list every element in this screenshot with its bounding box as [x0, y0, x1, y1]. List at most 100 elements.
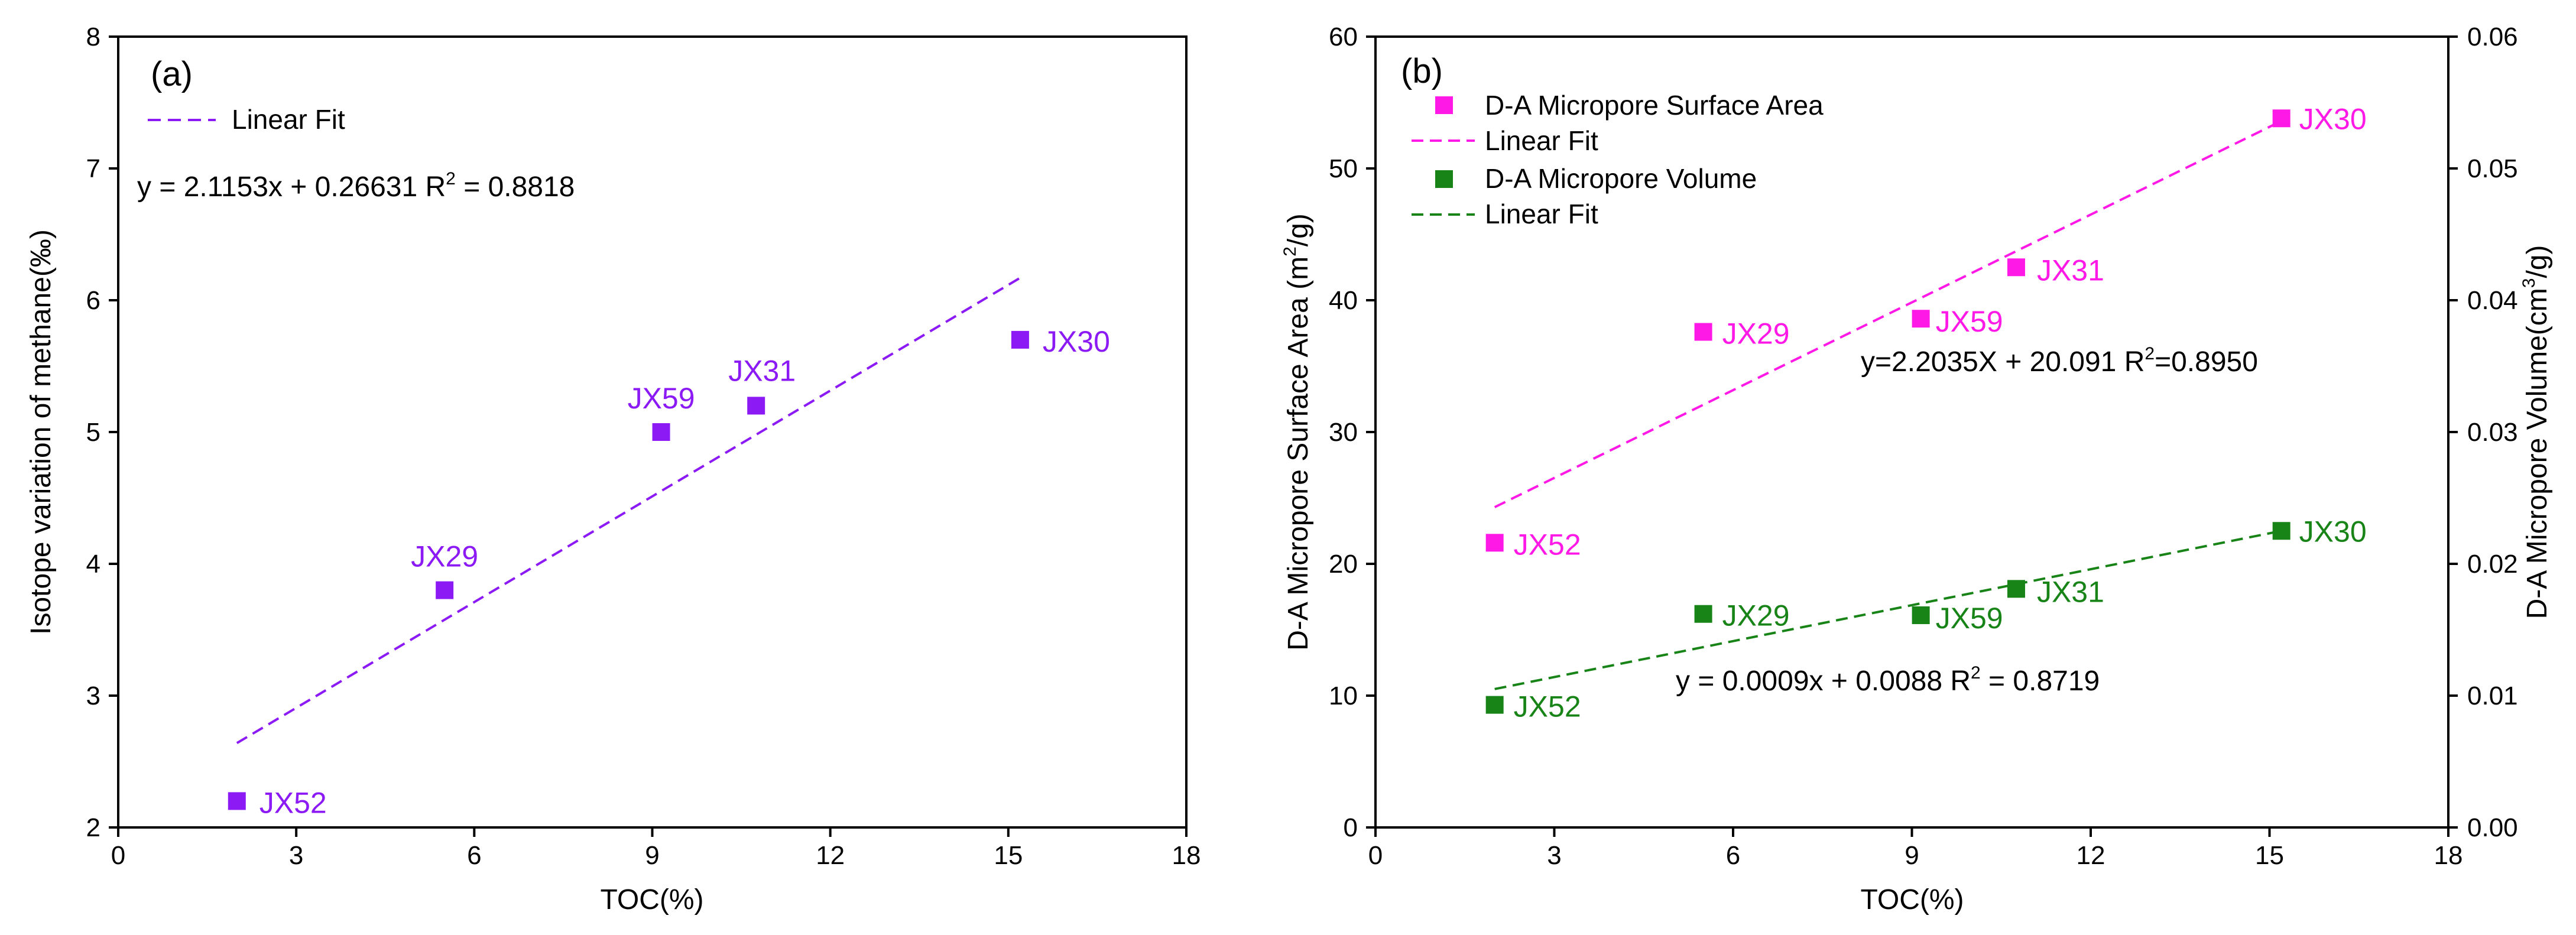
area-data-point: [2272, 109, 2291, 128]
right-y-tick-label: 0.05: [2467, 154, 2518, 183]
right-y-tick-label: 0.03: [2467, 418, 2518, 447]
panel-a-r2-value: = 0.8818: [456, 171, 575, 203]
volume-data-point-label: JX30: [2299, 515, 2367, 548]
panel-a-equation: y = 2.1153x + 0.26631 R2 = 0.8818: [137, 169, 575, 203]
right-y-tick-label: 0.06: [2467, 22, 2518, 51]
left-y-tick-label: 60: [1329, 22, 1358, 51]
panel-b-x-axis-title: TOC(%): [1860, 884, 1964, 915]
data-point-label: JX29: [411, 540, 478, 573]
left-y-tick-label: 30: [1329, 418, 1358, 447]
y-tick-label: 4: [86, 550, 100, 579]
panel-b-right-axis-title-unit: /g): [2522, 245, 2553, 278]
panel-b-legend-area-swatch: [1435, 96, 1453, 114]
panel-b-volume-r2-exponent: 2: [1971, 663, 1981, 683]
data-point: [652, 423, 670, 441]
data-point-label: JX31: [728, 354, 796, 387]
x-tick-label: 0: [111, 841, 125, 870]
x-tick-label: 0: [1368, 841, 1383, 870]
data-point-label: JX30: [1043, 325, 1110, 358]
x-tick-label: 3: [289, 841, 303, 870]
panel-b-legend-area-label: D-A Micropore Surface Area: [1485, 90, 1824, 121]
x-tick-label: 12: [816, 841, 845, 870]
panel-b-legend-volume-label: D-A Micropore Volume: [1485, 163, 1757, 194]
x-tick-label: 18: [2434, 841, 2463, 870]
fit-line: [236, 277, 1021, 744]
panel-b-marks: JX52 JX29 JX59 JX31 JX30 JX52 JX29 JX59 JX31 JX30: [1485, 102, 2367, 723]
y-tick-label: 5: [86, 418, 100, 447]
panel-b-right-axis-title-exponent: 3: [2519, 278, 2539, 288]
left-y-tick-label: 40: [1329, 286, 1358, 315]
x-tick-label: 6: [467, 841, 481, 870]
data-point: [436, 581, 454, 599]
volume-data-point: [2272, 522, 2291, 540]
right-y-tick-label: 0.02: [2467, 550, 2518, 579]
panel-a-ticks: 0 3 6 9 12 15 18 2 3 4 5 6 7 8: [86, 22, 1201, 870]
right-y-tick-label: 0.01: [2467, 681, 2518, 710]
area-data-point-label: JX29: [1722, 317, 1790, 350]
left-y-tick-label: 20: [1329, 550, 1358, 579]
panel-a-frame: [117, 35, 1188, 829]
volume-data-point: [1912, 606, 1930, 624]
volume-data-point-label: JX59: [1936, 602, 2003, 635]
volume-fit-line: [1494, 530, 2282, 690]
area-data-point: [2007, 258, 2025, 277]
panel-b-area-equation-text: y=2.2035X + 20.091 R: [1861, 346, 2144, 378]
volume-data-point-label: JX52: [1514, 690, 1581, 723]
volume-data-point: [1485, 696, 1504, 714]
area-data-point-label: JX59: [1936, 305, 2003, 338]
panel-b-right-axis-title: D-A Micropore Volume(cm3/g): [2519, 245, 2553, 619]
volume-data-point-label: JX31: [2037, 575, 2104, 608]
data-point: [747, 397, 765, 415]
left-y-tick-label: 50: [1329, 154, 1358, 183]
y-tick-label: 8: [86, 22, 100, 51]
data-point-label: JX59: [628, 382, 695, 415]
data-point: [228, 792, 246, 810]
y-tick-label: 7: [86, 154, 100, 183]
panel-b-label: (b): [1401, 52, 1443, 90]
panel-a-equation-text: y = 2.1153x + 0.26631 R: [137, 171, 446, 203]
area-data-point-label: JX52: [1514, 528, 1581, 561]
data-point-label: JX52: [259, 786, 327, 819]
panel-b-left-axis-title: D-A Micropore Surface Area (m2/g): [1280, 213, 1314, 651]
area-data-point-label: JX30: [2299, 102, 2367, 135]
panel-a-x-axis-title: TOC(%): [600, 884, 703, 915]
panel-b-left-axis-title-text: D-A Micropore Surface Area (m: [1283, 257, 1314, 651]
x-tick-label: 15: [994, 841, 1023, 870]
right-y-tick-label: 0.04: [2467, 286, 2518, 315]
area-data-point: [1912, 310, 1930, 328]
panel-b-volume-r2-value: = 0.8719: [1981, 665, 2100, 697]
left-y-tick-label: 0: [1344, 813, 1358, 842]
right-y-tick-label: 0.00: [2467, 813, 2518, 842]
y-tick-label: 3: [86, 681, 100, 710]
panel-b-right-axis-title-text: D-A Micropore Volume(cm: [2522, 288, 2553, 619]
panel-a-legend-fit-label: Linear Fit: [232, 104, 345, 135]
panel-b-ticks: 0 3 6 9 12 15 18 0 10 20 30 40 50 60 0.00 0.01 0.02 0.03 0…: [1329, 22, 2518, 870]
area-data-point: [1485, 534, 1504, 552]
panel-a-r2-exponent: 2: [446, 169, 456, 189]
volume-data-point: [2007, 580, 2025, 598]
panel-b-left-axis-title-exponent: 2: [1280, 246, 1300, 257]
panel-b-legend-volume-swatch: [1435, 170, 1453, 188]
left-y-tick-label: 10: [1329, 681, 1358, 710]
x-tick-label: 9: [1905, 841, 1919, 870]
x-tick-label: 15: [2255, 841, 2284, 870]
panel-b-legend-volume-fit-label: Linear Fit: [1485, 199, 1598, 229]
panel-b: JX52 JX29 JX59 JX31 JX30 JX52 JX29 JX59 JX31 JX30…: [1280, 22, 2553, 915]
panel-b-volume-equation: y = 0.0009x + 0.0088 R2 = 0.8719: [1676, 663, 2100, 697]
panel-b-area-equation: y=2.2035X + 20.091 R2=0.8950: [1861, 344, 2258, 378]
x-tick-label: 18: [1172, 841, 1201, 870]
volume-data-point: [1694, 605, 1712, 623]
x-tick-label: 6: [1726, 841, 1740, 870]
area-data-point: [1694, 323, 1712, 341]
x-tick-label: 12: [2077, 841, 2105, 870]
panel-a-marks: JX52 JX29 JX59 JX31 JX30: [228, 277, 1110, 819]
area-data-point-label: JX31: [2037, 254, 2104, 287]
y-tick-label: 2: [86, 813, 100, 842]
y-tick-label: 6: [86, 286, 100, 315]
panel-b-volume-equation-text: y = 0.0009x + 0.0088 R: [1676, 665, 1971, 697]
x-tick-label: 9: [645, 841, 659, 870]
panel-b-legend-area-fit-label: Linear Fit: [1485, 125, 1598, 156]
data-point: [1011, 330, 1029, 349]
panel-a-y-axis-title: Isotope variation of methane(‰): [25, 229, 57, 635]
panel-a-label: (a): [151, 55, 193, 93]
